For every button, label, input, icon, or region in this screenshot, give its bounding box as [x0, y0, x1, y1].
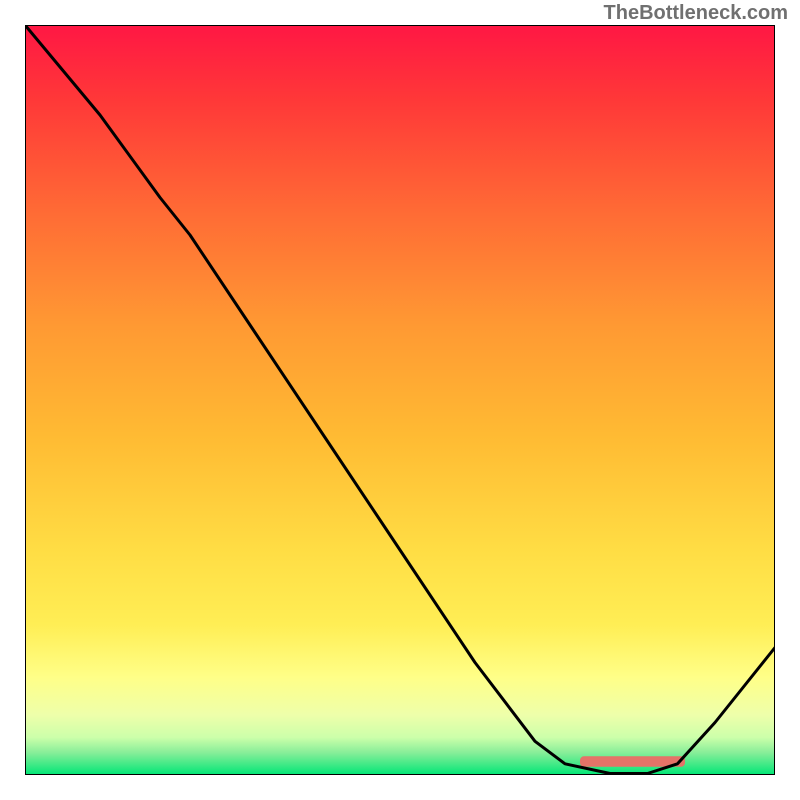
bottleneck-chart: [25, 25, 775, 775]
watermark-text: TheBottleneck.com: [604, 2, 788, 25]
gradient-background: [25, 25, 775, 775]
chart-svg: [25, 25, 775, 775]
